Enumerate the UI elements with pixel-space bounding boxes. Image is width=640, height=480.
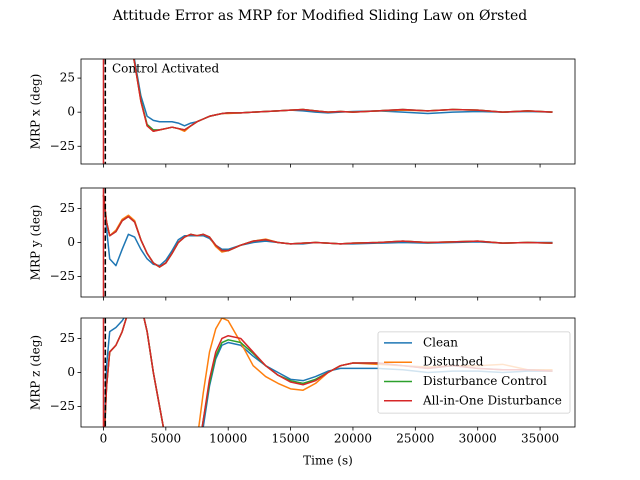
y-tick-label: 0 [67, 235, 75, 249]
y-axis-label: MRP x (deg) [29, 74, 43, 150]
y-tick-label: 25 [60, 71, 75, 85]
legend-box [377, 331, 571, 414]
x-tick-label: 30000 [459, 432, 497, 446]
figure-title: Attitude Error as MRP for Modified Slidi… [112, 8, 527, 24]
y-tick-label: −25 [50, 399, 75, 413]
y-axis-label: MRP z (deg) [29, 335, 43, 410]
y-tick-label: 25 [60, 331, 75, 345]
x-tick-label: 15000 [271, 432, 309, 446]
axes-frame [80, 187, 576, 298]
y-tick-label: 25 [60, 201, 75, 215]
plot-area [133, 59, 553, 133]
series-line [133, 59, 553, 133]
legend-label: Disturbed [423, 355, 484, 369]
y-tick-label: 0 [67, 105, 75, 119]
axes-frame [80, 317, 576, 428]
y-tick-label: −25 [50, 269, 75, 283]
x-tick-label: 35000 [521, 432, 559, 446]
y-axis-label: MRP y (deg) [29, 205, 43, 281]
series-line [102, 194, 553, 268]
plot-area [102, 194, 553, 268]
x-axis-label: Time (s) [303, 454, 353, 468]
annotation: Control Activated [112, 62, 219, 76]
x-tick-label: 5000 [151, 432, 182, 446]
y-tick-label: 0 [67, 365, 75, 379]
x-tick-label: 10000 [209, 432, 247, 446]
legend-label: All-in-One Disturbance [422, 393, 562, 407]
legend-label: Clean [423, 335, 458, 349]
y-tick-label: −25 [50, 139, 75, 153]
x-tick-label: 0 [100, 432, 108, 446]
x-tick-label: 20000 [334, 432, 372, 446]
x-tick-label: 25000 [396, 432, 434, 446]
axes-frame [80, 58, 576, 165]
legend-label: Disturbance Control [423, 374, 547, 388]
